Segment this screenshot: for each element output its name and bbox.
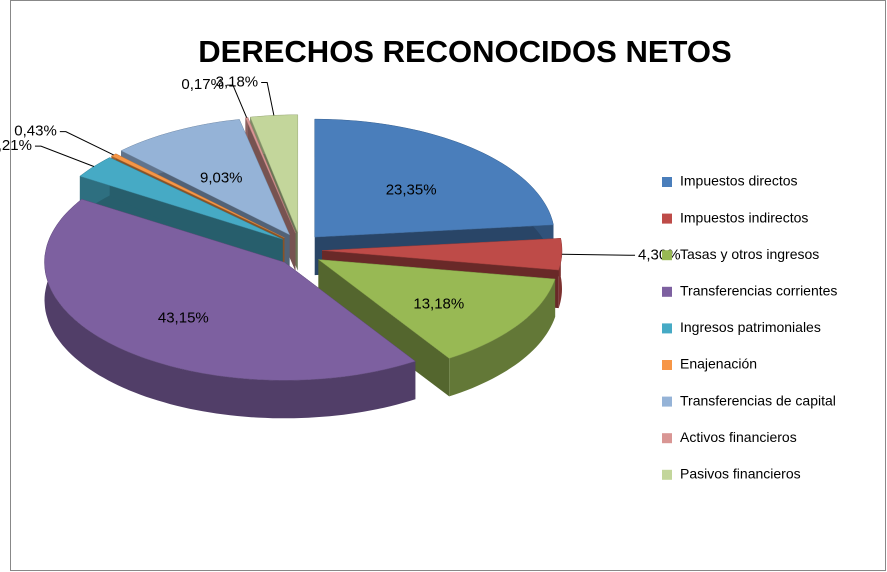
legend-swatch [662, 213, 672, 224]
legend-swatch [662, 469, 672, 480]
legend-swatch [662, 286, 672, 297]
legend-label: Impuestos indirectos [680, 209, 808, 225]
leader-line [34, 145, 95, 167]
data-label: 0,43% [14, 123, 57, 140]
legend-swatch [662, 177, 672, 187]
legend-label: Activos financieros [680, 429, 797, 445]
data-label: 23,35% [386, 182, 437, 199]
legend-label: Tasas y otros ingresos [680, 246, 819, 262]
data-label: 13,18% [413, 295, 464, 312]
legend-swatch [662, 323, 672, 334]
slice-side [318, 259, 450, 397]
legend-swatch [662, 396, 672, 407]
chart-title: DERECHOS RECONOCIDOS NETOS [198, 34, 731, 69]
data-label: 43,15% [158, 310, 209, 327]
leader-line [261, 81, 275, 116]
slice [44, 198, 416, 381]
slice [120, 119, 291, 236]
slice [317, 259, 556, 359]
leader-line [561, 253, 636, 256]
legend: Impuestos directos Impuestos indirectos Ta… [662, 173, 837, 482]
legend-label: Impuestos directos [680, 173, 798, 189]
legend-label: Ingresos patrimoniales [680, 319, 821, 335]
data-label: 9,03% [200, 169, 243, 186]
slice-side [44, 199, 416, 419]
legend-swatch [662, 250, 672, 261]
slice [79, 157, 283, 240]
slice [314, 118, 554, 238]
slice-side [449, 279, 556, 397]
leader-line [226, 84, 248, 118]
data-label: 4,30% [638, 246, 681, 263]
data-label: 3,21% [0, 137, 32, 154]
data-label: 3,18% [216, 73, 259, 90]
legend-swatch [662, 433, 672, 444]
leader-line [59, 131, 114, 156]
legend-label: Transferencias de capital [680, 392, 836, 408]
pie: 23,35% 4,30% 13,18% 43,15% 3,21%0,43% 9,03% 0,… [0, 73, 681, 419]
legend-label: Pasivos financieros [680, 466, 801, 482]
legend-swatch [662, 360, 672, 370]
data-label: 0,17% [181, 76, 224, 93]
legend-label: Transferencias corrientes [680, 283, 837, 299]
legend-label: Enajenación [680, 356, 757, 372]
